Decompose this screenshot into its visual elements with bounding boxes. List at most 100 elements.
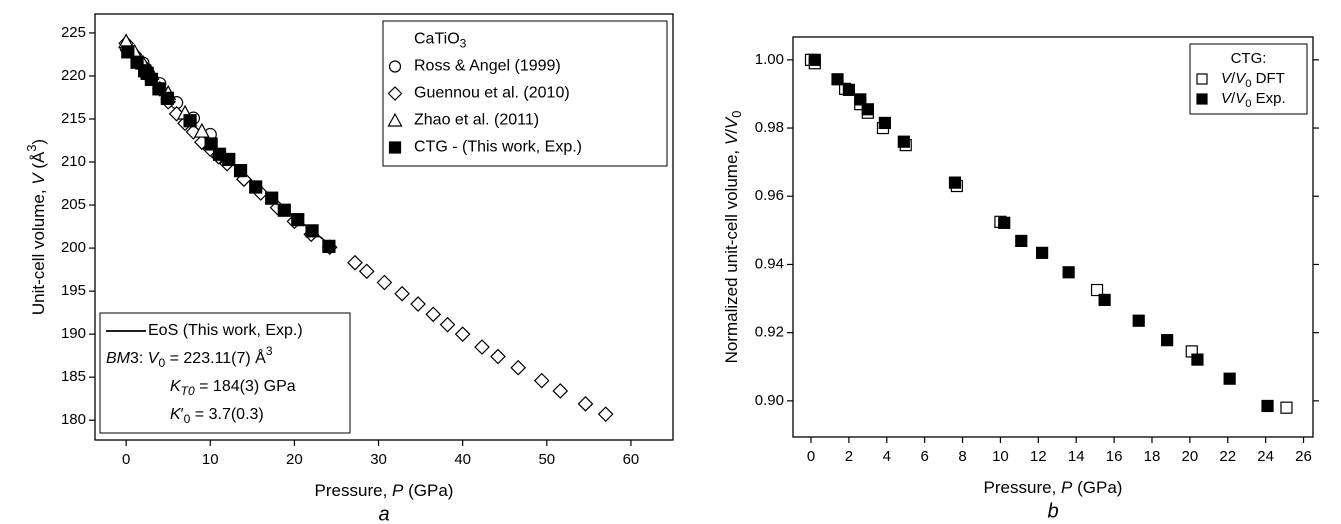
text-part: (GPa) [403, 481, 453, 500]
marker [121, 45, 135, 59]
text-part: Exp. [1251, 90, 1285, 107]
y-tick-label: 210 [61, 153, 86, 170]
annotation: K′0 = 3.7(0.3) [170, 406, 264, 426]
y-tick-label: 200 [61, 239, 86, 256]
legend-label: V/V0 DFT [1221, 70, 1285, 90]
marker [1098, 293, 1111, 307]
marker [394, 285, 410, 302]
marker [193, 122, 210, 138]
marker [410, 296, 426, 312]
marker [1261, 399, 1274, 413]
x-tick-label: 50 [538, 451, 555, 468]
x-axis-label: Pressure, P (GPa) [984, 478, 1123, 497]
y-tick-label: 1.00 [755, 51, 784, 68]
y-tick-label: 185 [61, 368, 86, 385]
marker [358, 263, 375, 280]
marker [265, 191, 279, 205]
x-tick-label: 4 [883, 448, 891, 465]
y-tick-label: 0.98 [755, 119, 784, 136]
legend-label: Guennou et al. (2010) [414, 85, 570, 102]
text-part: P [1061, 478, 1073, 497]
plot-frame [792, 36, 1314, 438]
marker [222, 152, 236, 167]
text-part: P [392, 481, 404, 500]
marker [897, 135, 910, 148]
text-part: (GPa) [1072, 478, 1122, 497]
legend-marker [388, 141, 402, 154]
x-tick-label: 6 [920, 448, 928, 465]
text-part: V [29, 172, 48, 185]
marker [439, 316, 456, 333]
y-tick-label: 225 [61, 24, 86, 41]
text-part: DFT [1251, 70, 1284, 87]
text-part: V [1221, 90, 1233, 107]
panel-caption: a [378, 503, 389, 524]
marker [490, 348, 506, 365]
legend-label: Zhao et al. (2011) [414, 112, 539, 129]
text-part: V [722, 116, 741, 129]
marker [510, 359, 527, 376]
y-tick-label: 180 [61, 411, 86, 428]
y-tick-label: 220 [61, 67, 86, 84]
x-tick-label: 0 [122, 451, 130, 468]
x-tick-label: 60 [623, 451, 640, 468]
text-part: V [148, 350, 160, 367]
text-part: T0 [181, 384, 195, 398]
annotation: BM3: V0 = 223.11(7) Å3 [106, 344, 273, 370]
y-axis-label: Normalized unit-cell volume, V/V0 [722, 111, 744, 364]
marker [998, 216, 1011, 229]
text-part: Pressure, [984, 478, 1061, 497]
plot-frame [94, 13, 674, 441]
text-part: 0 [1245, 98, 1251, 110]
text-part: 3: [130, 350, 148, 367]
x-tick-label: 12 [1030, 448, 1047, 465]
marker [160, 91, 174, 105]
text-part: V [1235, 90, 1247, 107]
x-tick-label: 2 [845, 448, 853, 465]
text-part: BM [106, 350, 131, 367]
x-tick-label: 10 [202, 451, 219, 468]
annotation: KT0 = 184(3) GPa [170, 378, 296, 398]
series [121, 45, 336, 253]
marker [831, 73, 844, 86]
x-tick-label: 20 [1182, 448, 1199, 465]
legend-marker [387, 86, 403, 101]
text-part: 3 [24, 145, 39, 152]
text-part: / [1231, 90, 1236, 107]
legend-label: V/V0 Exp. [1221, 90, 1286, 110]
marker [842, 83, 855, 96]
legend-label: Ross & Angel (1999) [414, 58, 561, 75]
x-tick-label: 24 [1257, 448, 1274, 465]
legend-label: CTG - (This work, Exp.) [414, 139, 582, 156]
marker [808, 53, 821, 66]
fit-legend-label: EoS (This work, Exp.) [148, 322, 303, 339]
legend-marker [388, 60, 402, 73]
x-tick-label: 18 [1144, 448, 1161, 465]
text-part: 3 [266, 344, 273, 358]
legend-marker [1196, 73, 1208, 85]
text-part: K [170, 406, 182, 423]
x-tick-label: 0 [807, 448, 815, 465]
x-tick-label: 30 [370, 451, 387, 468]
marker [474, 339, 490, 355]
marker [948, 176, 962, 189]
legend-title: CaTiO3 [414, 31, 467, 51]
marker [277, 203, 291, 217]
panel: 0 10 20 30 40 50 60180185190195200205210215220… [24, 13, 674, 524]
y-tick-label: 190 [61, 325, 86, 342]
panel-caption: b [1047, 500, 1058, 522]
text-part: / [722, 129, 741, 134]
text-part: / [1231, 70, 1236, 87]
marker [878, 116, 891, 130]
x-tick-label: 16 [1106, 448, 1123, 465]
text-part: CaTiO [414, 31, 460, 48]
legend-box [382, 20, 668, 167]
text-part: 3 [460, 37, 467, 51]
text-part: 0 [1245, 78, 1251, 90]
x-tick-label: 20 [286, 451, 303, 468]
marker [552, 383, 569, 399]
marker [204, 137, 218, 151]
x-tick-label: 10 [992, 448, 1009, 465]
marker [854, 93, 867, 106]
